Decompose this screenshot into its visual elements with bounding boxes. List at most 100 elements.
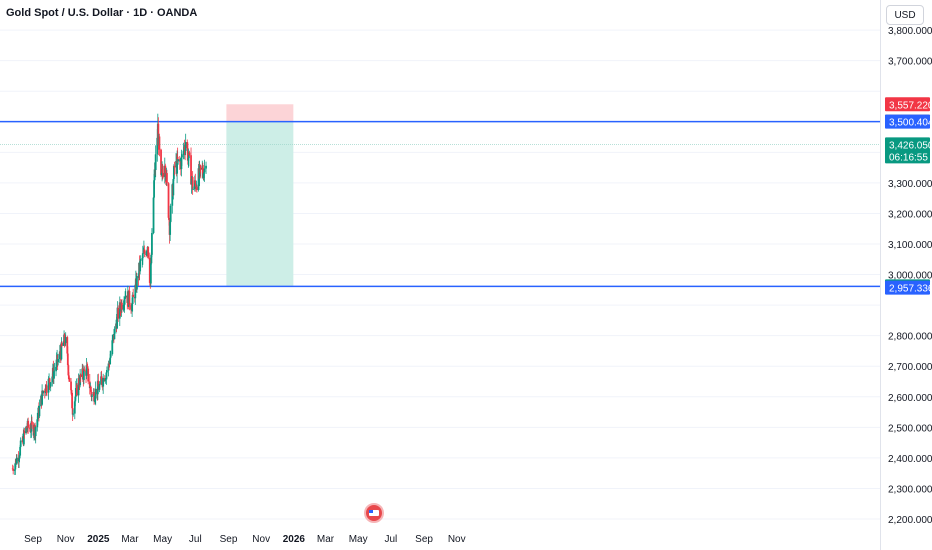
x-tick-label: Nov (252, 534, 270, 545)
candle-body (34, 427, 37, 437)
candle-body (183, 146, 186, 150)
candle-body (58, 351, 61, 360)
candle-body (25, 426, 27, 434)
candle-body (94, 398, 97, 401)
candle-body (38, 406, 41, 417)
candle-body (184, 142, 187, 151)
candle-body (77, 378, 80, 396)
candle-body (173, 165, 176, 168)
candle-body (12, 468, 15, 471)
position-stop-zone[interactable] (226, 104, 294, 122)
candle-body (162, 172, 165, 177)
candle-body (150, 254, 153, 264)
candle-body (178, 159, 181, 162)
candle-body (107, 363, 110, 371)
candle-body (139, 260, 142, 272)
candle-body (73, 401, 76, 414)
x-tick-label: Nov (57, 534, 75, 545)
candle-body (18, 455, 21, 459)
candle-body (148, 257, 151, 283)
candle-body (47, 378, 50, 393)
candle-body (123, 304, 125, 306)
candle-body (192, 189, 195, 190)
candle-body (64, 337, 67, 344)
candle-body (19, 440, 22, 447)
candle-body (161, 169, 164, 173)
candle-body (202, 172, 205, 178)
candle-body (194, 183, 197, 189)
candle-body (188, 152, 191, 156)
x-tick-label: Jul (189, 534, 202, 545)
x-tick-label: 2025 (87, 534, 110, 545)
candle-body (153, 169, 156, 181)
candle-body (134, 284, 137, 299)
candle-body (55, 366, 57, 371)
us-flag-icon[interactable] (364, 503, 384, 523)
candle-body (46, 391, 48, 393)
candle-body (167, 183, 170, 218)
candle-body (81, 368, 84, 378)
candle-body (141, 253, 144, 259)
x-tick-label: Sep (24, 534, 42, 545)
price-badge[interactable] (885, 114, 930, 129)
candle-body (31, 421, 33, 425)
candle-body (199, 165, 202, 170)
position-target-zone[interactable] (226, 121, 294, 287)
x-tick-label: May (153, 534, 172, 545)
y-tick-label: 2,800.000 (888, 332, 932, 343)
price-badge[interactable] (885, 97, 930, 112)
candle-body (56, 354, 59, 363)
candle-body (160, 173, 163, 175)
candle-body (53, 370, 56, 372)
candle-body (49, 382, 52, 387)
candle-body (57, 359, 60, 363)
y-tick-label: 3,000.000 (888, 271, 932, 282)
candle-body (18, 458, 20, 462)
currency-button[interactable]: USD (886, 5, 924, 25)
candle-body (61, 342, 63, 346)
candle-body (149, 263, 152, 284)
x-tick-label: Sep (220, 534, 238, 545)
candle-body (141, 258, 144, 261)
candle-body (116, 313, 119, 329)
candle-body (66, 337, 69, 354)
candle-body (63, 334, 66, 343)
candle-body (122, 304, 125, 310)
candle-body (104, 378, 107, 380)
candle-body (70, 381, 72, 391)
candle-body (79, 374, 82, 386)
candle-body (25, 426, 28, 429)
candle-body (142, 252, 145, 254)
candle-body (168, 217, 170, 221)
candle-body (105, 372, 108, 379)
candle-body (160, 149, 162, 175)
candle-body (111, 338, 114, 341)
candle-body (28, 427, 31, 429)
candle-body (145, 251, 148, 255)
candle-body (130, 305, 132, 310)
candle-body (90, 391, 93, 397)
candle-body (48, 378, 51, 384)
price-badge[interactable] (885, 280, 930, 295)
candle-body (23, 430, 26, 434)
candle-body (45, 384, 48, 392)
candle-body (169, 205, 172, 222)
candle-body (136, 276, 138, 290)
candle-body (172, 178, 175, 196)
price-badge-label: 3,500.404 (889, 118, 932, 129)
candle-body (97, 380, 100, 387)
candle-body (190, 179, 193, 185)
candle-body (121, 302, 123, 310)
x-tick-label: Mar (121, 534, 139, 545)
symbol-title[interactable]: Gold Spot / U.S. Dollar · 1D · OANDA (6, 7, 198, 19)
candle-body (14, 463, 17, 470)
candle-body (109, 357, 112, 365)
price-badge[interactable] (885, 137, 930, 164)
candle-body (187, 152, 190, 159)
candle-body (68, 377, 71, 382)
candle-body (181, 155, 183, 158)
candle-body (131, 304, 134, 312)
x-tick-label: 2026 (283, 534, 306, 545)
y-tick-label: 2,200.000 (888, 515, 932, 526)
